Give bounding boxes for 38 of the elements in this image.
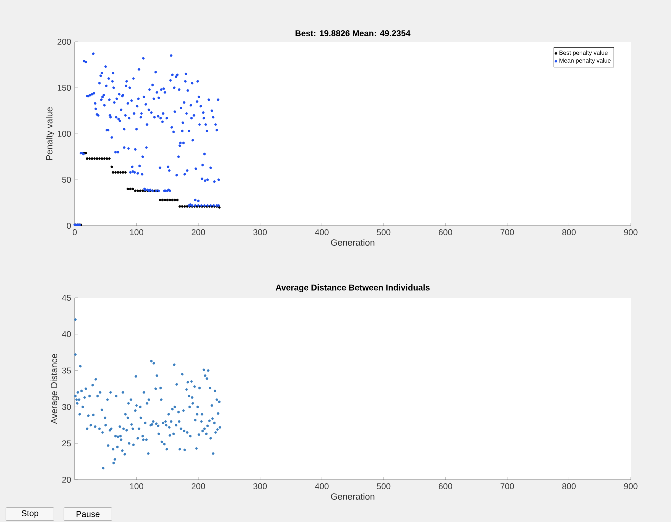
x-tick-label: 100 <box>130 230 144 236</box>
text: Pause <box>76 511 100 518</box>
y-tick-label: 35 <box>62 368 72 374</box>
y-tick-label: 0 <box>67 223 72 229</box>
y-tick-label: 20 <box>62 477 72 483</box>
y-tick-label: 200 <box>58 39 72 45</box>
y-tick-label: 50 <box>62 177 72 183</box>
chart-title: Best: 19.8826 Mean: 49.2354 <box>296 30 411 36</box>
x-tick-label: 900 <box>624 484 638 490</box>
x-tick-label: 400 <box>315 230 329 236</box>
x-tick-label: 900 <box>624 230 638 236</box>
x-axis-title: Generation <box>331 239 375 246</box>
x-tick-label: 200 <box>192 484 206 490</box>
x-tick-label: 200 <box>192 230 206 236</box>
y-tick-label: 45 <box>62 295 72 301</box>
y-tick-label: 100 <box>58 131 72 137</box>
x-tick-label: 700 <box>500 230 514 236</box>
x-tick-label: 500 <box>377 230 391 236</box>
y-tick-label: 150 <box>58 85 72 91</box>
x-tick-label: 0 <box>72 230 78 236</box>
x-tick-label: 400 <box>315 484 329 490</box>
x-tick-label: 600 <box>439 230 452 236</box>
x-tick-label: 800 <box>562 484 576 490</box>
x-tick-label: 300 <box>254 230 268 236</box>
y-tick-label: 25 <box>62 440 72 447</box>
chart-title: Average Distance Between Individuals <box>276 284 430 292</box>
text: Stop <box>22 510 39 518</box>
x-tick-label: 500 <box>377 484 391 490</box>
x-tick-label: 100 <box>130 484 144 490</box>
x-tick-label: 600 <box>439 484 452 490</box>
y-axis-title: Average Distance <box>50 354 60 424</box>
y-axis-title: Penalty value <box>46 107 54 160</box>
y-tick-label: 40 <box>62 331 72 338</box>
x-tick-label: 800 <box>562 230 576 236</box>
y-tick-label: 30 <box>62 404 72 410</box>
x-axis-title: Generation <box>331 493 375 500</box>
x-tick-label: 300 <box>254 484 268 490</box>
x-tick-label: 700 <box>500 484 514 490</box>
